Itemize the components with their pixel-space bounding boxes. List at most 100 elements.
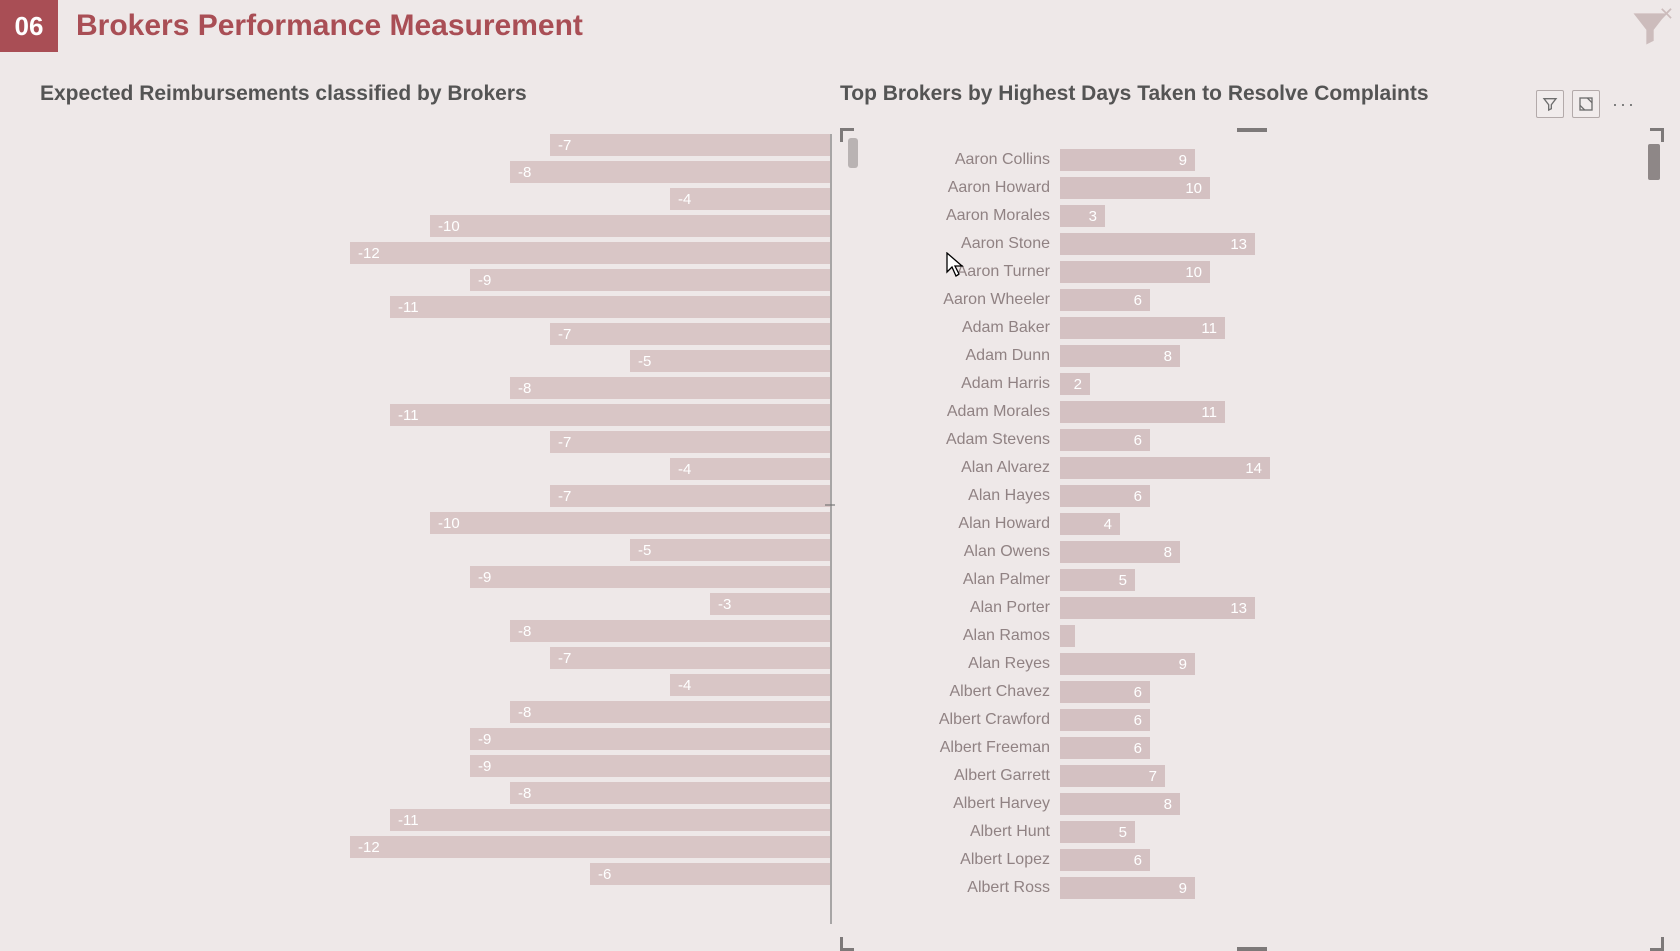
right-row[interactable]: Alan Owens8 — [880, 540, 1638, 564]
right-bar[interactable]: 11 — [1060, 401, 1225, 423]
page-number-badge: 06 — [0, 0, 58, 52]
right-row[interactable]: Adam Stevens6 — [880, 428, 1638, 452]
right-row[interactable]: Aaron Howard10 — [880, 176, 1638, 200]
right-row[interactable]: Aaron Collins9 — [880, 148, 1638, 172]
left-bar[interactable]: -5 — [630, 539, 830, 561]
broker-label: Alan Hayes — [880, 487, 1060, 505]
right-bar[interactable]: 8 — [1060, 345, 1180, 367]
right-row[interactable]: Alan Palmer5 — [880, 568, 1638, 592]
right-bar[interactable]: 9 — [1060, 877, 1195, 899]
left-bar[interactable]: -9 — [470, 728, 830, 750]
right-bar[interactable]: 6 — [1060, 709, 1150, 731]
right-bar[interactable]: 10 — [1060, 261, 1210, 283]
left-bar[interactable]: -6 — [590, 863, 830, 885]
left-bar[interactable]: -4 — [670, 674, 830, 696]
right-row[interactable]: Albert Chavez6 — [880, 680, 1638, 704]
left-bar[interactable]: -8 — [510, 782, 830, 804]
right-bar[interactable]: 4 — [1060, 513, 1120, 535]
broker-label: Alan Reyes — [880, 655, 1060, 673]
right-bar[interactable]: 13 — [1060, 233, 1255, 255]
right-bar[interactable]: 3 — [1060, 205, 1105, 227]
right-row[interactable]: Alan Alvarez14 — [880, 456, 1638, 480]
left-bar[interactable]: -3 — [710, 593, 830, 615]
left-bar[interactable]: -7 — [550, 323, 830, 345]
right-chart-scrollbar[interactable] — [1648, 144, 1660, 180]
left-bar[interactable]: -11 — [390, 404, 830, 426]
page-title: Brokers Performance Measurement — [76, 9, 583, 43]
right-row[interactable]: Aaron Wheeler6 — [880, 288, 1638, 312]
left-bar[interactable]: -4 — [670, 458, 830, 480]
clear-filters-icon[interactable]: ✕ — [1628, 6, 1672, 55]
left-bar[interactable]: -7 — [550, 431, 830, 453]
right-row[interactable]: Alan Porter13 — [880, 596, 1638, 620]
left-bar[interactable]: -9 — [470, 566, 830, 588]
left-bar[interactable]: -8 — [510, 377, 830, 399]
right-bar[interactable]: 6 — [1060, 289, 1150, 311]
right-bar[interactable]: 6 — [1060, 429, 1150, 451]
right-row[interactable]: Albert Lopez6 — [880, 848, 1638, 872]
right-bar[interactable]: 9 — [1060, 149, 1195, 171]
left-bar[interactable]: -10 — [430, 512, 830, 534]
broker-label: Alan Howard — [880, 515, 1060, 533]
left-bar[interactable]: -11 — [390, 809, 830, 831]
right-row[interactable]: Adam Baker11 — [880, 316, 1638, 340]
right-bar[interactable]: 5 — [1060, 569, 1135, 591]
right-row[interactable]: Albert Ross9 — [880, 876, 1638, 900]
right-bar[interactable]: 7 — [1060, 765, 1165, 787]
right-chart[interactable]: Aaron Collins9Aaron Howard10Aaron Morale… — [880, 148, 1638, 943]
right-row[interactable]: Albert Freeman6 — [880, 736, 1638, 760]
right-row[interactable]: Albert Garrett7 — [880, 764, 1638, 788]
left-bar[interactable]: -10 — [430, 215, 830, 237]
right-row[interactable]: Alan Hayes6 — [880, 484, 1638, 508]
right-bar[interactable]: 13 — [1060, 597, 1255, 619]
right-row[interactable]: Albert Hunt5 — [880, 820, 1638, 844]
left-bar[interactable]: -8 — [510, 701, 830, 723]
broker-label: Adam Baker — [880, 319, 1060, 337]
right-row[interactable]: Adam Morales11 — [880, 400, 1638, 424]
more-options-button[interactable]: ··· — [1608, 94, 1640, 115]
right-bar[interactable]: 10 — [1060, 177, 1210, 199]
right-bar[interactable]: 8 — [1060, 541, 1180, 563]
right-bar[interactable]: 6 — [1060, 849, 1150, 871]
right-bar[interactable]: 6 — [1060, 737, 1150, 759]
right-row[interactable]: Aaron Stone13 — [880, 232, 1638, 256]
right-row[interactable]: Albert Crawford6 — [880, 708, 1638, 732]
right-row[interactable]: Aaron Morales3 — [880, 204, 1638, 228]
right-row[interactable]: Alan Reyes9 — [880, 652, 1638, 676]
left-bar[interactable]: -9 — [470, 755, 830, 777]
left-bar[interactable]: -7 — [550, 134, 830, 156]
right-bar[interactable]: 5 — [1060, 821, 1135, 843]
left-bar[interactable]: -8 — [510, 620, 830, 642]
right-row[interactable]: Adam Harris2 — [880, 372, 1638, 396]
filter-button[interactable] — [1536, 90, 1564, 118]
right-bar[interactable] — [1060, 625, 1075, 647]
right-row[interactable]: Albert Harvey8 — [880, 792, 1638, 816]
right-bar[interactable]: 11 — [1060, 317, 1225, 339]
left-bar[interactable]: -12 — [350, 836, 830, 858]
broker-label: Aaron Howard — [880, 179, 1060, 197]
left-bar[interactable]: -8 — [510, 161, 830, 183]
right-row[interactable]: Adam Dunn8 — [880, 344, 1638, 368]
left-chart[interactable]: -7 -8 -4 -10 -12 -9 -11 -7 -5 -8 -11 -7 -4 -7 -10 -5 -9 -… — [40, 134, 840, 924]
focus-mode-button[interactable] — [1572, 90, 1600, 118]
left-bar[interactable]: -5 — [630, 350, 830, 372]
right-bar[interactable]: 8 — [1060, 793, 1180, 815]
left-bar[interactable]: -7 — [550, 485, 830, 507]
visual-toolbar: ··· — [1536, 90, 1640, 118]
left-chart-title: Expected Reimbursements classified by Br… — [40, 82, 840, 106]
right-row[interactable]: Aaron Turner10 — [880, 260, 1638, 284]
right-row[interactable]: Alan Howard4 — [880, 512, 1638, 536]
left-bar[interactable]: -12 — [350, 242, 830, 264]
left-bar[interactable]: -7 — [550, 647, 830, 669]
right-chart-title: Top Brokers by Highest Days Taken to Res… — [840, 82, 1640, 106]
left-bar[interactable]: -11 — [390, 296, 830, 318]
left-bar[interactable]: -4 — [670, 188, 830, 210]
right-row[interactable]: Alan Ramos — [880, 624, 1638, 648]
right-bar[interactable]: 2 — [1060, 373, 1090, 395]
right-bar[interactable]: 14 — [1060, 457, 1270, 479]
right-bar[interactable]: 6 — [1060, 485, 1150, 507]
broker-label: Aaron Wheeler — [880, 291, 1060, 309]
right-bar[interactable]: 9 — [1060, 653, 1195, 675]
right-bar[interactable]: 6 — [1060, 681, 1150, 703]
left-bar[interactable]: -9 — [470, 269, 830, 291]
